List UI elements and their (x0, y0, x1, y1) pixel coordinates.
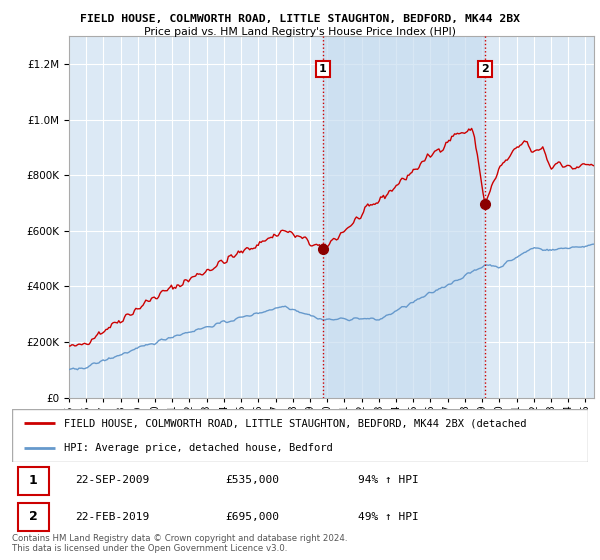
Text: This data is licensed under the Open Government Licence v3.0.: This data is licensed under the Open Gov… (12, 544, 287, 553)
Text: HPI: Average price, detached house, Bedford: HPI: Average price, detached house, Bedf… (64, 442, 332, 452)
Text: 22-FEB-2019: 22-FEB-2019 (76, 512, 149, 521)
FancyBboxPatch shape (18, 503, 49, 531)
Text: 2: 2 (481, 64, 489, 74)
FancyBboxPatch shape (18, 467, 49, 495)
Text: Contains HM Land Registry data © Crown copyright and database right 2024.: Contains HM Land Registry data © Crown c… (12, 534, 347, 543)
Text: 22-SEP-2009: 22-SEP-2009 (76, 475, 149, 485)
Bar (323, 36, 485, 398)
Text: 2: 2 (29, 510, 38, 523)
FancyBboxPatch shape (12, 409, 588, 462)
Text: £535,000: £535,000 (225, 475, 279, 485)
Text: FIELD HOUSE, COLMWORTH ROAD, LITTLE STAUGHTON, BEDFORD, MK44 2BX: FIELD HOUSE, COLMWORTH ROAD, LITTLE STAU… (80, 14, 520, 24)
Text: 94% ↑ HPI: 94% ↑ HPI (358, 475, 418, 485)
Text: 1: 1 (29, 474, 38, 487)
Text: £695,000: £695,000 (225, 512, 279, 521)
Text: Price paid vs. HM Land Registry's House Price Index (HPI): Price paid vs. HM Land Registry's House … (144, 27, 456, 37)
Text: 49% ↑ HPI: 49% ↑ HPI (358, 512, 418, 521)
Text: FIELD HOUSE, COLMWORTH ROAD, LITTLE STAUGHTON, BEDFORD, MK44 2BX (detached: FIELD HOUSE, COLMWORTH ROAD, LITTLE STAU… (64, 418, 526, 428)
Text: 1: 1 (319, 64, 327, 74)
